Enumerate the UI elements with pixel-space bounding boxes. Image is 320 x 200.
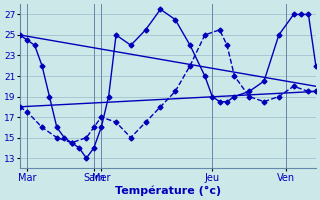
X-axis label: Température (°c): Température (°c) xyxy=(115,185,221,196)
